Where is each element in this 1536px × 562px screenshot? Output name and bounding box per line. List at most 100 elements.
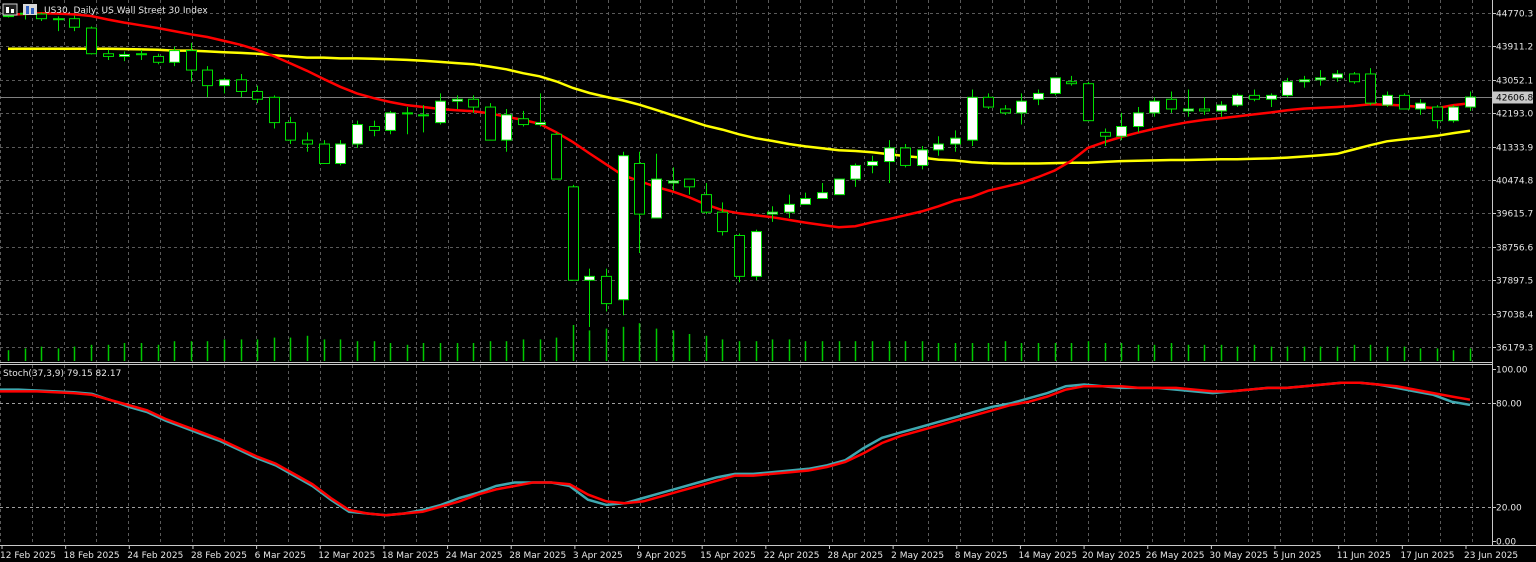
candle[interactable] [219,77,230,94]
candle[interactable] [634,151,645,254]
candle[interactable] [618,151,629,316]
candlesticks[interactable] [3,10,1476,327]
candle[interactable] [884,140,895,183]
candle[interactable] [69,15,80,32]
candle[interactable] [418,105,429,133]
candle-body-bull [385,112,396,131]
candle[interactable] [1365,68,1376,106]
candle[interactable] [1399,93,1410,110]
candle[interactable] [1100,128,1111,146]
candle[interactable] [269,95,280,129]
candle[interactable] [1465,91,1476,111]
candle[interactable] [302,132,313,152]
candle[interactable] [1016,93,1027,125]
candle[interactable] [1216,101,1227,117]
candle[interactable] [1299,75,1310,88]
candle[interactable] [1199,97,1210,115]
candle[interactable] [501,108,512,152]
candle[interactable] [86,26,97,55]
candle[interactable] [701,182,712,215]
candle-body-bear [717,211,728,233]
candle[interactable] [136,49,147,60]
candle[interactable] [950,130,961,152]
candle[interactable] [1133,107,1144,133]
candle[interactable] [1448,105,1459,123]
candle[interactable] [651,153,662,219]
candle[interactable] [518,110,529,127]
candle[interactable] [1149,97,1160,117]
candle[interactable] [584,268,595,327]
candle[interactable] [485,103,496,141]
candle[interactable] [202,66,213,98]
chart-header: US30, Daily: US Wall Street 30 Index [2,3,208,16]
candle[interactable] [684,178,695,195]
candle[interactable] [1432,105,1443,129]
candle[interactable] [103,49,114,60]
candle[interactable] [1415,99,1426,115]
candle[interactable] [236,73,247,98]
candle[interactable] [352,120,363,148]
candle[interactable] [551,132,562,180]
candle[interactable] [717,202,728,236]
candle[interactable] [800,192,811,205]
candle-body-bull [1266,94,1277,100]
price-tick-label: 44770.3 [1496,10,1533,20]
candle[interactable] [734,233,745,283]
candle[interactable] [319,140,330,164]
candle[interactable] [452,95,463,109]
candle-body-bear [468,98,479,108]
candle[interactable] [535,93,546,127]
candle[interactable] [1282,77,1293,98]
candle[interactable] [1332,70,1343,82]
candle[interactable] [119,51,130,62]
candle[interactable] [252,85,263,104]
candle[interactable] [867,155,878,174]
stoch-tick-label: 100.00 [1496,366,1528,376]
candle[interactable] [1083,81,1094,122]
candle[interactable] [900,144,911,168]
candle[interactable] [983,93,994,109]
candle[interactable] [933,136,944,156]
candle-body-bear [601,275,612,305]
candle[interactable] [834,178,845,196]
candle[interactable] [1315,70,1326,86]
candle[interactable] [1066,75,1077,86]
candle[interactable] [1166,91,1177,113]
candle[interactable] [1050,77,1061,96]
candle[interactable] [186,42,197,82]
candle[interactable] [285,116,296,145]
candle[interactable] [468,95,479,113]
candle[interactable] [767,206,778,222]
candle[interactable] [1183,89,1194,117]
candle[interactable] [751,229,762,281]
candle[interactable] [668,167,679,191]
candle[interactable] [601,268,612,312]
candle[interactable] [1249,89,1260,102]
candle[interactable] [784,194,795,218]
candle[interactable] [53,16,64,32]
candle[interactable] [153,53,164,65]
candle[interactable] [568,184,579,281]
candle[interactable] [1033,89,1044,106]
candle[interactable] [1116,112,1127,141]
time-tick-label: 8 May 2025 [955,551,1008,561]
candle[interactable] [917,145,928,170]
candle[interactable] [369,120,380,137]
candle[interactable] [1266,93,1277,108]
candle[interactable] [1382,91,1393,108]
candle[interactable] [1000,105,1011,115]
candle[interactable] [36,12,47,22]
candle[interactable] [335,140,346,166]
candle[interactable] [1349,72,1360,84]
candle[interactable] [435,93,446,125]
candle[interactable] [817,182,828,200]
candle[interactable] [385,110,396,135]
candle[interactable] [850,163,861,187]
candle-body-bull [169,50,180,63]
timeframe-icon[interactable] [23,4,37,15]
candle[interactable] [402,107,413,135]
candle[interactable] [1232,93,1243,108]
candle[interactable] [169,46,180,67]
candle[interactable] [967,89,978,146]
